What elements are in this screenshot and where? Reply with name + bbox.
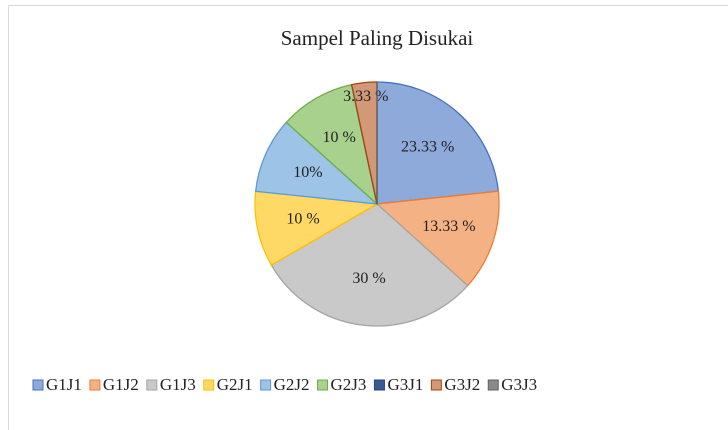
legend-label: G1J3 — [160, 375, 196, 394]
pie-slice — [254, 190, 380, 266]
legend-label: G3J1 — [387, 375, 423, 394]
legend-label: G2J1 — [217, 375, 253, 394]
legend-swatch — [203, 379, 215, 391]
legend-swatch — [430, 379, 442, 391]
data-label: 10 % — [286, 210, 319, 227]
data-label: 23.33 % — [401, 138, 454, 155]
legend-swatch — [89, 379, 101, 391]
pie-slice — [376, 81, 500, 205]
pie-slice — [270, 203, 469, 327]
legend-label: G2J3 — [331, 375, 367, 394]
chart-title: Sampel Paling Disukai — [281, 26, 474, 50]
pie-slice — [254, 121, 379, 205]
data-label: 10 % — [323, 129, 356, 146]
legend-swatch — [317, 379, 329, 391]
data-label: 10% — [293, 164, 322, 181]
data-label: 30 % — [352, 270, 385, 287]
legend-label: G1J2 — [103, 375, 139, 394]
pie-slice — [375, 190, 500, 287]
legend-swatch — [487, 379, 499, 391]
pie-slice — [285, 83, 379, 206]
data-label: 13.33 % — [422, 218, 475, 235]
legend-swatch — [32, 379, 44, 391]
legend-label: G3J3 — [501, 375, 537, 394]
legend-swatch — [373, 379, 385, 391]
legend-swatch — [146, 379, 158, 391]
legend-swatch — [260, 379, 272, 391]
legend-label: G1J1 — [46, 375, 82, 394]
legend-label: G3J2 — [444, 375, 480, 394]
data-label: 3.33 % — [343, 88, 388, 105]
legend-label: G2J2 — [274, 375, 310, 394]
